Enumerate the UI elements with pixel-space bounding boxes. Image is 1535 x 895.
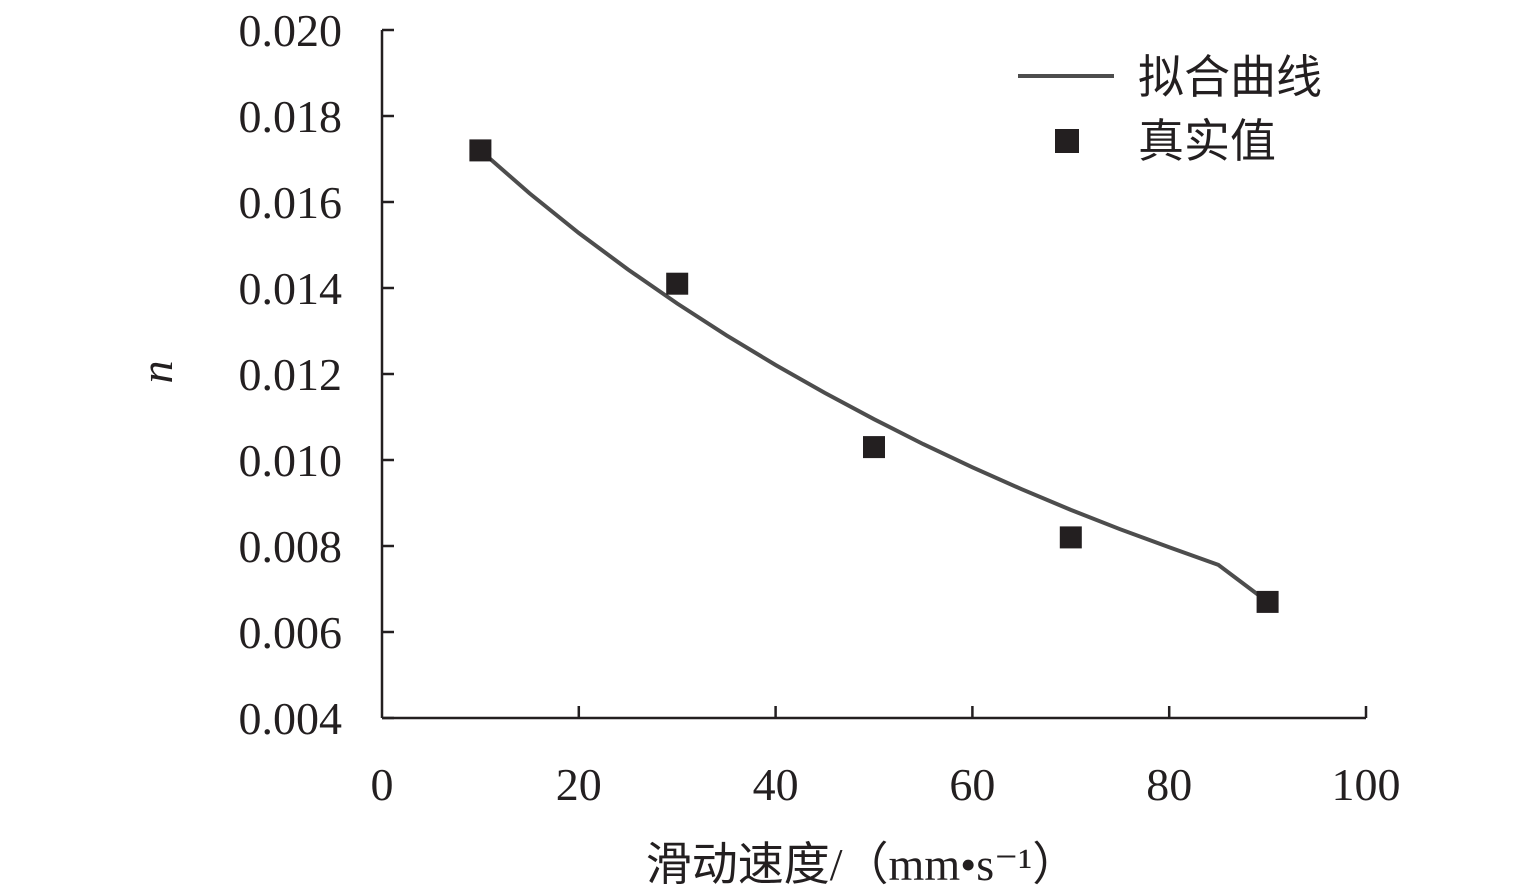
y-tick-label: 0.018	[239, 91, 343, 142]
y-tick-label: 0.014	[239, 263, 343, 314]
legend: 拟合曲线 真实值	[1018, 52, 1322, 167]
data-point	[863, 436, 885, 459]
y-tick-label: 0.008	[239, 521, 343, 572]
legend-label-fit: 拟合曲线	[1138, 52, 1322, 103]
y-tick-label: 0.004	[239, 693, 343, 744]
data-point	[469, 139, 492, 162]
y-tick-label: 0.010	[239, 435, 343, 486]
y-tick-label: 0.012	[239, 349, 343, 400]
y-tick-label: 0.016	[239, 177, 343, 228]
x-tick-label: 20	[556, 759, 602, 810]
x-tick-label: 40	[753, 759, 799, 810]
ticks	[382, 28, 1368, 720]
data-point	[666, 272, 689, 295]
legend-label-actual: 真实值	[1138, 116, 1276, 167]
tick-labels: 0.004 0.006 0.008 0.010 0.012 0.014 0.016 0.018…	[239, 5, 1401, 810]
y-axis-title: n	[131, 361, 182, 384]
y-tick-label: 0.020	[239, 5, 343, 56]
series-layer	[469, 139, 1279, 613]
x-tick-label: 100	[1332, 759, 1401, 810]
y-tick-label: 0.006	[239, 607, 343, 658]
x-tick-label: 60	[949, 759, 995, 810]
x-axis-title: 滑动速度/（mm•s⁻¹）	[646, 839, 1078, 890]
x-tick-label: 0	[371, 759, 394, 810]
data-point	[1256, 590, 1279, 613]
legend-marker-swatch	[1055, 129, 1079, 153]
x-tick-label: 80	[1146, 759, 1192, 810]
data-point	[1059, 526, 1082, 549]
fit-curve	[479, 148, 1269, 604]
